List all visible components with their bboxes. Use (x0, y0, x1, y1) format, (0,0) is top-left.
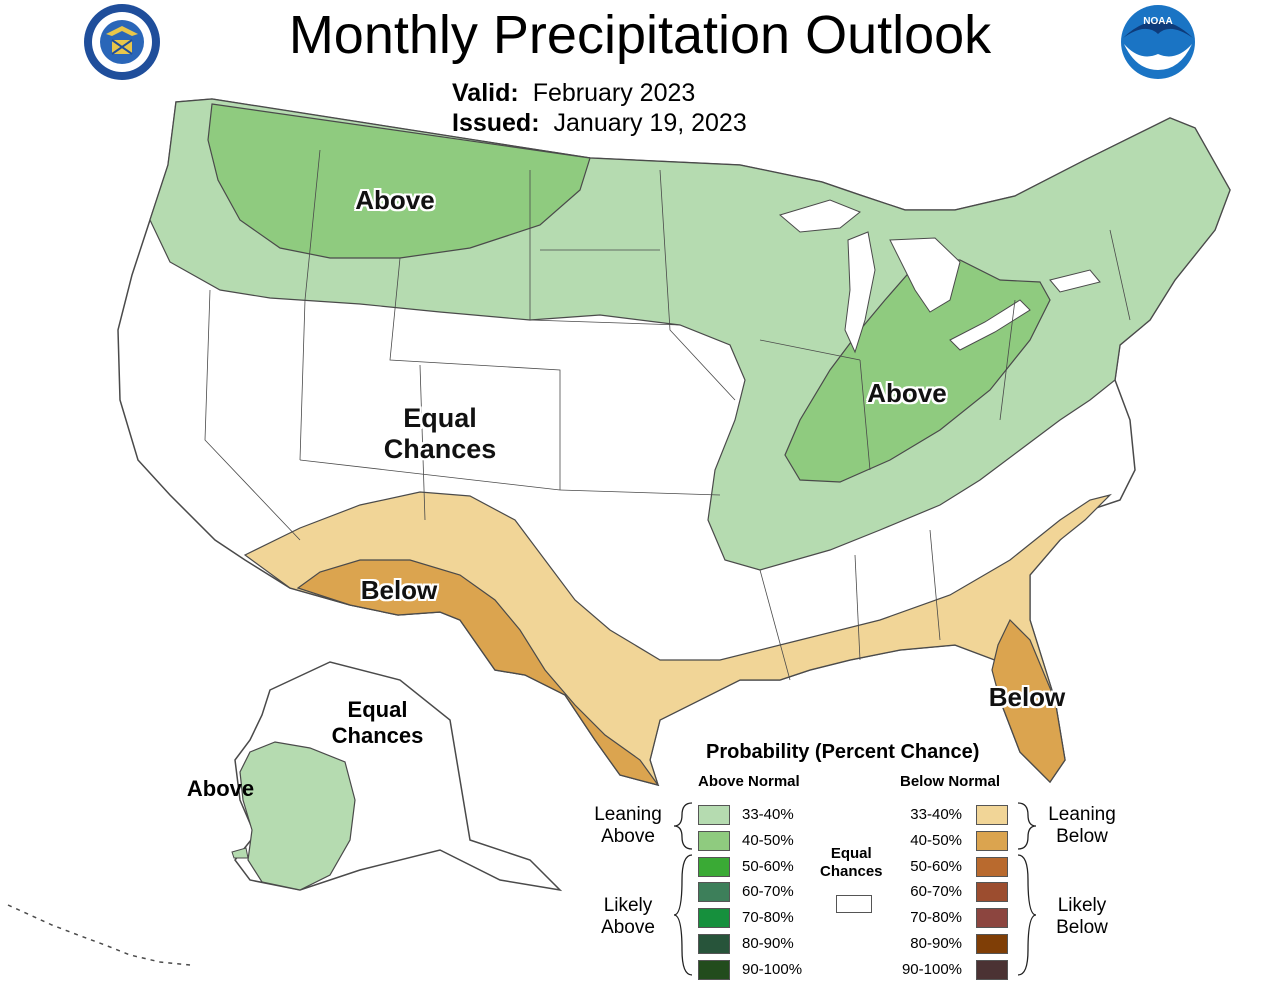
legend-below-range-label-5: 80-90% (910, 935, 962, 952)
legend-above-header: Above Normal (698, 773, 800, 790)
legend-below-swatch-4 (976, 908, 1008, 929)
label-ak-equal-chances: Equal Chances (320, 697, 435, 749)
legend-below-range-label-3: 60-70% (910, 883, 962, 901)
legend-below-swatch-2 (976, 856, 1008, 877)
legend-below-swatch-3 (976, 882, 1008, 903)
bracket-likely-below (1017, 854, 1037, 976)
label-ohio-above: Above (867, 378, 947, 408)
nw-above-40-50-region (207, 103, 591, 259)
legend-above-swatch-2 (698, 856, 730, 877)
issued-value: January 19, 2023 (553, 109, 747, 137)
legend-equal-swatch (836, 895, 872, 913)
legend-above-range-label-1: 40-50% (742, 831, 794, 849)
legend-equal-chances: Equal Chances (820, 845, 883, 881)
issued-row: Issued: January 19, 2023 (452, 108, 747, 138)
valid-row: Valid: February 2023 (452, 78, 695, 108)
legend-leaning-below: Leaning Below (1042, 804, 1122, 848)
page-title: Monthly Precipitation Outlook (288, 5, 992, 65)
aleutian-islands (7, 904, 191, 966)
legend-likely-below-line2: Below (1056, 917, 1108, 938)
legend-below-swatch-6 (976, 959, 1008, 980)
doc-seal-logo (84, 4, 160, 80)
legend-below-swatch-1 (976, 830, 1008, 851)
alaska-above-33-40-region (239, 741, 356, 891)
label-sw-below: Below (360, 575, 438, 605)
legend-equal-line2: Chances (820, 863, 883, 880)
label-equal-chances: Equal Chances (370, 403, 510, 465)
legend-title: Probability (Percent Chance) (706, 741, 980, 763)
legend-above-range-label-5: 80-90% (742, 935, 794, 952)
bracket-leaning-above (673, 802, 693, 850)
legend-above-swatch-0 (698, 805, 730, 825)
legend-above-swatch-1 (698, 830, 730, 851)
issued-label: Issued: (452, 109, 540, 137)
alaska-island (231, 847, 249, 859)
bracket-likely-above (673, 854, 693, 976)
legend-above-swatch-5 (698, 934, 730, 954)
label-equal-line1: Equal (403, 403, 477, 433)
legend-above-swatch-4 (698, 908, 730, 929)
valid-value: February 2023 (532, 79, 696, 107)
label-ak-above: Above (186, 776, 255, 801)
legend-below-swatch-5 (976, 934, 1008, 954)
state-boundaries (204, 149, 1131, 681)
legend-likely-below: Likely Below (1042, 895, 1122, 939)
noaa-logo-text: NOAA (1143, 16, 1172, 27)
legend-leaning-above-line2: Above (601, 826, 655, 847)
bracket-leaning-below (1017, 802, 1037, 850)
sw-below-40-50-region (296, 559, 660, 787)
legend-above-range-label-0: 33-40% (742, 806, 794, 823)
legend-equal-line1: Equal (830, 845, 872, 862)
label-ak-equal-line1: Equal (347, 697, 408, 722)
legend-below-range-label-1: 40-50% (910, 831, 962, 849)
legend-above-swatch-6 (698, 959, 730, 980)
legend-likely-above-line2: Above (601, 917, 655, 938)
legend-below-swatch-0 (976, 805, 1008, 825)
legend-below-range-label-0: 33-40% (910, 806, 962, 823)
label-nw-above: Above (355, 185, 435, 215)
legend-leaning-below-line1: Leaning (1048, 804, 1116, 825)
label-ak-equal-line2: Chances (331, 723, 424, 748)
fl-below-40-50-region (991, 618, 1066, 783)
legend-below-range-label-4: 70-80% (910, 909, 962, 927)
valid-label: Valid: (452, 79, 519, 107)
legend-above-range-label-6: 90-100% (742, 960, 803, 978)
legend-below-range-label-6: 90-100% (901, 960, 962, 978)
legend-above-range-label-2: 50-60% (742, 857, 794, 875)
legend-likely-above-line1: Likely (603, 895, 653, 916)
legend-likely-below-line1: Likely (1057, 895, 1107, 916)
legend-above-range-label-3: 60-70% (742, 883, 794, 901)
legend-below-header: Below Normal (900, 773, 1001, 790)
label-fl-below: Below (988, 682, 1066, 712)
noaa-logo: NOAA (1121, 5, 1195, 79)
legend-likely-above: Likely Above (588, 895, 668, 939)
legend-leaning-above: Leaning Above (588, 804, 668, 848)
legend-above-range-label-4: 70-80% (742, 909, 794, 927)
legend-below-range-label-2: 50-60% (910, 857, 962, 875)
great-lakes (778, 199, 1101, 354)
legend-leaning-above-line1: Leaning (594, 804, 662, 825)
legend-leaning-below-line2: Below (1056, 826, 1108, 847)
label-equal-line2: Chances (383, 434, 497, 465)
legend-above-swatch-3 (698, 882, 730, 903)
